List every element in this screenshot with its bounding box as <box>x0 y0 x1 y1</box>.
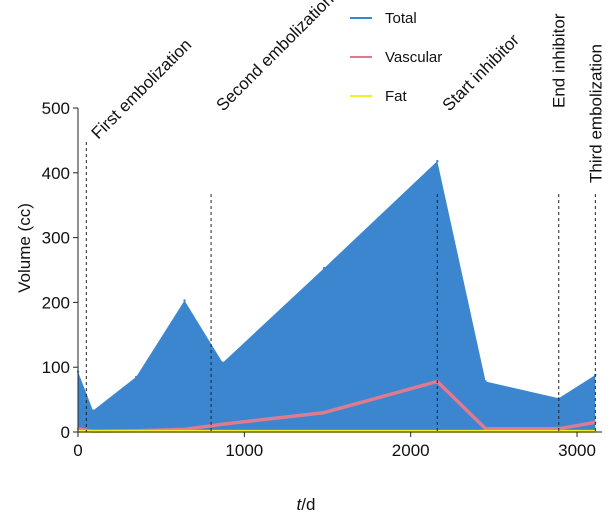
y-tick-label-0: 0 <box>61 423 70 442</box>
legend-label-vascular: Vascular <box>385 49 442 66</box>
annotation-label-4: Third embolization <box>586 44 605 183</box>
series-total-area <box>78 161 596 432</box>
legend-label-fat: Fat <box>385 88 408 105</box>
legend-label-total: Total <box>385 10 417 27</box>
y-tick-label-300: 300 <box>42 229 70 248</box>
x-tick-label-3000: 3000 <box>558 441 596 460</box>
legend: Total Vascular Fat <box>350 10 442 105</box>
x-axis-title-unit: /d <box>301 495 315 514</box>
series-vascular-point-5 <box>323 411 326 414</box>
plot-area <box>76 159 597 434</box>
y-tick-label-200: 200 <box>42 293 70 312</box>
axes: 0 100 200 300 400 500 0 1000 2000 3000 <box>42 99 602 460</box>
x-tick-label-1000: 1000 <box>225 441 263 460</box>
y-tick-label-100: 100 <box>42 358 70 377</box>
annotation-label-2: Start inhibitor <box>439 30 523 114</box>
series-total-point-2 <box>135 375 138 379</box>
annotation-label-3: End inhibitor <box>550 13 569 108</box>
x-axis-title: t/d <box>297 495 316 514</box>
y-tick-label-400: 400 <box>42 164 70 183</box>
y-tick-label-500: 500 <box>42 99 70 118</box>
x-tick-label-0: 0 <box>73 441 82 460</box>
series-total-point-3 <box>183 299 186 302</box>
annotation-label-0: First embolization <box>88 35 196 143</box>
series-total-point-5 <box>323 266 326 270</box>
x-axis-title-italic: t <box>297 495 303 514</box>
x-tick-label-2000: 2000 <box>392 441 430 460</box>
series-vascular-point-7 <box>484 427 487 430</box>
series-total-point-4 <box>221 361 224 364</box>
series-total-point-7 <box>484 380 487 383</box>
annotation-label-1: Second embolization <box>212 0 337 115</box>
y-axis-title: Volume (cc) <box>15 203 34 293</box>
series-total-point-1 <box>91 409 95 412</box>
series-total-point-6 <box>436 159 439 163</box>
series-vascular-point-4 <box>221 423 224 426</box>
